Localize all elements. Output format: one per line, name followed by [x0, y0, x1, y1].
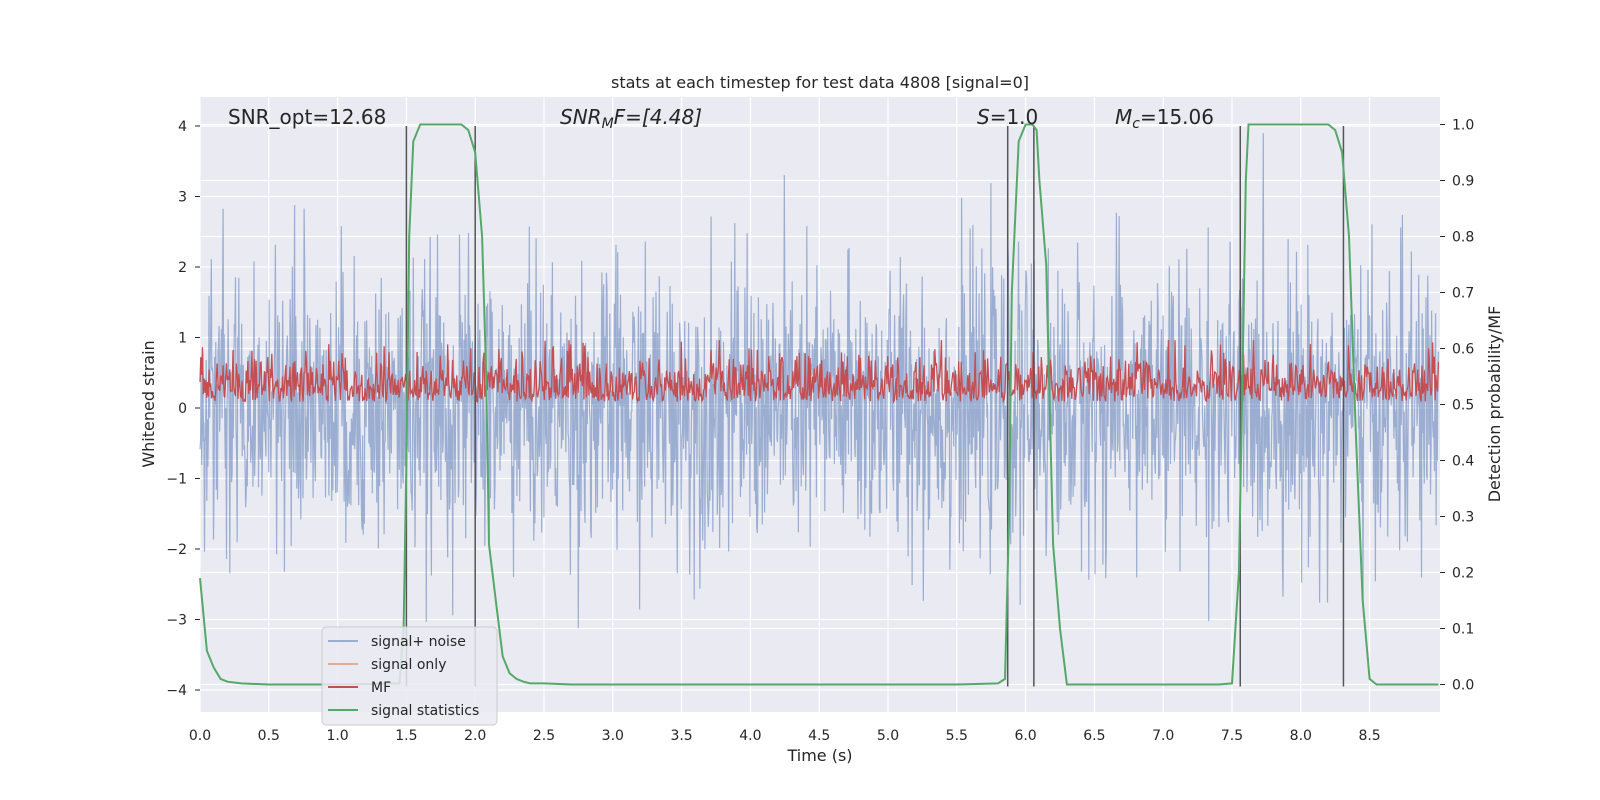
- y-right-axis-label: Detection probability/MF: [1485, 306, 1504, 503]
- y-right-tick-label: 0.8: [1452, 230, 1474, 246]
- legend-label-signal-only: signal only: [371, 657, 446, 673]
- x-tick-label: 8.5: [1358, 728, 1380, 744]
- x-tick-label: 1.0: [326, 728, 348, 744]
- x-tick-label: 4.0: [739, 728, 761, 744]
- y-right-tick-labels: 1.0 0.9 0.8 0.7 0.6 0.5 0.4 0.3 0.2 0.1 0.0: [1440, 118, 1474, 694]
- x-tick-label: 2.0: [464, 728, 486, 744]
- x-tick-label: 4.5: [808, 728, 830, 744]
- y-tick-label: 3: [178, 190, 187, 206]
- y-tick-label: 0: [178, 401, 187, 417]
- y-tick-label: −3: [166, 613, 187, 629]
- y-tick-label: −1: [166, 472, 187, 488]
- y-right-tick-label: 0.2: [1452, 566, 1474, 582]
- y-tick-label: 1: [178, 331, 187, 347]
- x-tick-label: 8.0: [1290, 728, 1312, 744]
- x-tick-label: 3.0: [602, 728, 624, 744]
- y-axis-label: Whitened strain: [139, 340, 158, 467]
- legend-label-signal-statistics: signal statistics: [371, 703, 479, 719]
- x-tick-label: 5.5: [946, 728, 968, 744]
- y-tick-label: 4: [178, 119, 187, 135]
- y-right-tick-label: 0.1: [1452, 622, 1474, 638]
- x-tick-label: 3.5: [670, 728, 692, 744]
- annotation-snr-mf: SNRMF=[4.48]: [560, 105, 702, 132]
- y-tick-labels: 4 3 2 1 0 −1 −2 −3 −4: [166, 119, 200, 699]
- legend-box: [321, 626, 498, 726]
- x-tick-label: 0.5: [258, 728, 280, 744]
- y-right-tick-label: 0.5: [1452, 398, 1474, 414]
- y-right-tick-label: 1.0: [1452, 118, 1474, 134]
- legend-label-signal-noise: signal+ noise: [371, 634, 466, 650]
- x-tick-label: 0.0: [189, 728, 211, 744]
- x-tick-label: 5.0: [877, 728, 899, 744]
- legend: signal+ noise signal only MF signal stat…: [321, 626, 498, 726]
- y-tick-label: −2: [166, 542, 187, 558]
- y-right-tick-label: 0.3: [1452, 510, 1474, 526]
- y-right-tick-label: 0.9: [1452, 174, 1474, 190]
- x-tick-label: 6.5: [1083, 728, 1105, 744]
- y-tick-label: −4: [166, 683, 187, 699]
- x-tick-label: 7.0: [1152, 728, 1174, 744]
- x-tick-label: 6.0: [1014, 728, 1036, 744]
- legend-label-mf: MF: [371, 680, 391, 696]
- annotation-snr-opt: SNR_opt=12.68: [228, 105, 386, 129]
- x-tick-label: 7.5: [1221, 728, 1243, 744]
- annotation-mc: Mc=15.06: [1115, 105, 1214, 132]
- x-tick-labels: 0.0 0.5 1.0 1.5 2.0 2.5 3.0 3.5 4.0 4.5 5.0 5.5 6.0 6…: [189, 728, 1381, 744]
- x-tick-label: 1.5: [395, 728, 417, 744]
- annotation-s: S=1.0: [977, 105, 1038, 129]
- y-right-tick-label: 0.7: [1452, 286, 1474, 302]
- x-tick-label: 2.5: [533, 728, 555, 744]
- y-right-tick-label: 0.6: [1452, 342, 1474, 358]
- y-right-tick-label: 0.0: [1452, 678, 1474, 694]
- series-signal-statistics: [199, 123, 1439, 686]
- y-tick-label: 2: [178, 260, 187, 276]
- signal-statistics-line: [199, 123, 1439, 686]
- y-right-tick-label: 0.4: [1452, 454, 1474, 470]
- chart-title: stats at each timestep for test data 480…: [611, 73, 1029, 92]
- x-axis-label: Time (s): [786, 746, 852, 765]
